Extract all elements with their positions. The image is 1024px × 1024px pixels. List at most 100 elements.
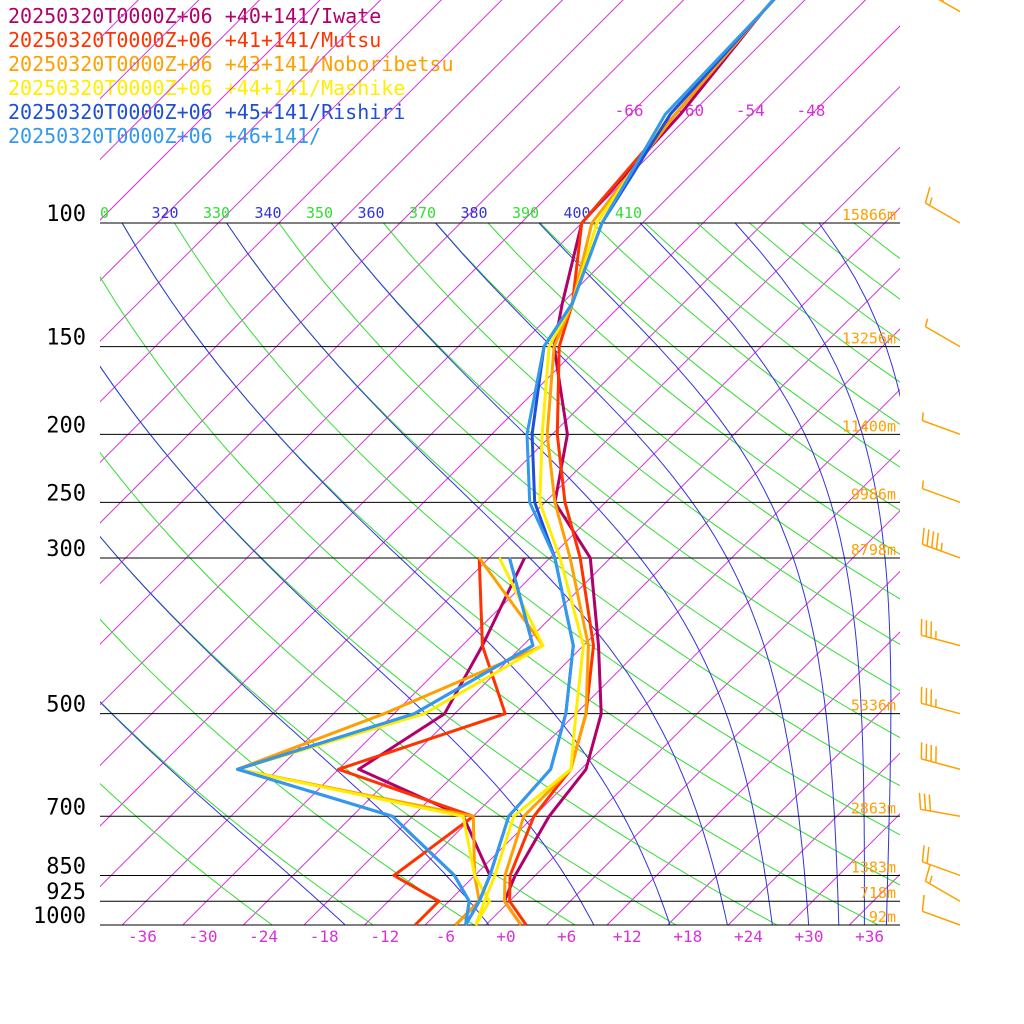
isotherm-top-label: -48 xyxy=(796,101,825,120)
x-tick-label: -12 xyxy=(370,927,399,946)
pressure-label: 300 xyxy=(46,537,86,562)
theta-label: 350 xyxy=(306,204,333,222)
x-tick-label: +24 xyxy=(734,927,763,946)
theta-label: 370 xyxy=(409,204,436,222)
wind-barb-shaft xyxy=(921,758,961,770)
x-tick-label: +36 xyxy=(855,927,884,946)
legend-entry: 20250320T0000Z+06 +41+141/Mutsu xyxy=(8,28,382,52)
x-tick-label: +6 xyxy=(557,927,576,946)
wind-barb xyxy=(924,318,961,348)
wind-barb-flag xyxy=(926,529,930,547)
wind-barb-flag xyxy=(924,865,931,882)
pressure-label: 1000 xyxy=(33,904,86,929)
theta-label: 410 xyxy=(615,204,642,222)
wind-barb xyxy=(921,527,961,559)
height-label: 92m xyxy=(869,908,896,926)
height-label: 9986m xyxy=(851,485,896,503)
isotherm-line xyxy=(788,813,900,925)
isotherm-line xyxy=(100,0,261,161)
wind-barbs xyxy=(918,0,961,926)
height-label: 11400m xyxy=(842,417,896,435)
isotherm-line xyxy=(243,267,900,925)
dry-adiabat xyxy=(330,222,900,692)
theta-label: 0 xyxy=(100,204,109,222)
isotherm-line xyxy=(424,449,900,925)
dry-adiabat xyxy=(906,223,1024,925)
wind-barb xyxy=(924,865,961,902)
wind-barb-shaft xyxy=(924,880,961,902)
wind-barb xyxy=(920,686,961,715)
x-tick-label: -18 xyxy=(310,927,339,946)
wind-barb xyxy=(918,792,961,817)
theta-label: 400 xyxy=(564,204,591,222)
wind-barb xyxy=(921,845,961,877)
height-label: 15866m xyxy=(842,206,896,224)
x-tick-label: +12 xyxy=(613,927,642,946)
pressure-label: 700 xyxy=(46,795,86,820)
wind-barb-shaft xyxy=(922,487,961,504)
legend-entry: 20250320T0000Z+06 +44+141/Mashike xyxy=(8,76,406,100)
height-label: 2863m xyxy=(851,799,896,817)
wind-barb xyxy=(920,618,961,647)
x-tick-label: -30 xyxy=(189,927,218,946)
dewpoint-line xyxy=(236,557,535,926)
isotherm-line xyxy=(182,207,900,925)
theta-label: 380 xyxy=(461,204,488,222)
height-label: 8798m xyxy=(851,541,896,559)
isotherm-line xyxy=(849,873,900,925)
wind-barb-half-flag xyxy=(940,542,943,552)
moist-adiabat xyxy=(639,222,865,925)
isotherm-line xyxy=(100,0,685,585)
wind-barb xyxy=(921,894,961,926)
wind-barb-half-flag xyxy=(924,318,929,327)
wind-barb xyxy=(920,742,961,770)
pressure-label: 200 xyxy=(46,413,86,438)
wind-barb-shaft xyxy=(922,861,961,877)
wind-barb-shaft xyxy=(921,634,961,647)
height-label: 13256m xyxy=(842,330,896,348)
wind-barb-flag xyxy=(931,531,935,548)
x-tick-label: +0 xyxy=(496,927,515,946)
wind-barb-shaft xyxy=(920,808,961,817)
wind-barb-half-flag xyxy=(928,197,933,206)
theta-label: 360 xyxy=(358,204,385,222)
wind-barb-flag xyxy=(928,794,932,812)
pressure-label: 150 xyxy=(46,326,86,351)
wind-barb-flag xyxy=(926,847,930,864)
isotherm-line xyxy=(303,328,900,925)
dry-adiabat xyxy=(592,222,900,468)
height-label: 718m xyxy=(860,884,896,902)
x-tick-label: +18 xyxy=(673,927,702,946)
pressure-label: 850 xyxy=(46,854,86,879)
wind-barb-half-flag xyxy=(921,412,925,421)
wind-barb-shaft xyxy=(921,702,961,715)
wind-barb-flag xyxy=(935,532,939,550)
isotherm-top-label: -54 xyxy=(736,101,765,120)
wind-barb-flag xyxy=(921,527,925,545)
dry-adiabat xyxy=(539,222,900,511)
theta-label: 330 xyxy=(203,204,230,222)
temperature-line xyxy=(503,0,776,926)
wind-barb-shaft xyxy=(922,910,961,926)
isobar-lines xyxy=(100,222,900,926)
wind-barb xyxy=(924,186,961,224)
isotherm-line xyxy=(100,0,503,403)
pressure-label: 925 xyxy=(46,880,86,905)
theta-label: 390 xyxy=(512,204,539,222)
isotherm-line xyxy=(100,0,624,524)
isotherm-line xyxy=(121,146,900,925)
wind-barb-shaft xyxy=(924,325,961,348)
isotherm-grid xyxy=(100,0,900,925)
isotherm-top-label: -66 xyxy=(615,101,644,120)
theta-label: 340 xyxy=(255,204,282,222)
dry-adiabat xyxy=(173,222,900,836)
wind-barb-flag xyxy=(921,894,925,912)
dewpoint-line xyxy=(337,557,507,927)
wind-barb-flag xyxy=(923,793,927,811)
wind-barb-flag xyxy=(918,792,922,810)
wind-barb-flag xyxy=(921,845,925,862)
isotherm-line xyxy=(100,0,745,645)
moist-adiabat xyxy=(734,222,892,925)
wind-barb xyxy=(921,480,961,504)
